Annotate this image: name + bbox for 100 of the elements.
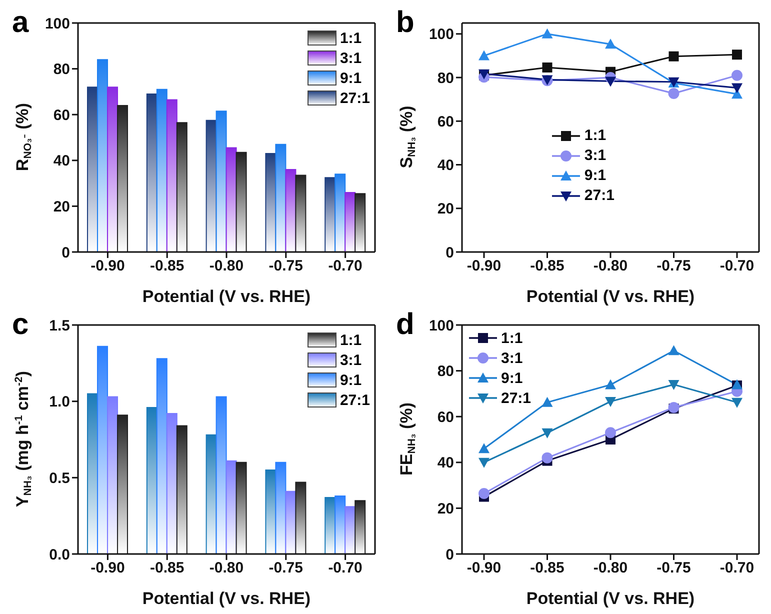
x-tick-label: -0.75 [656, 258, 691, 275]
point [542, 62, 552, 72]
legend-label: 3:1 [340, 352, 362, 368]
bar [146, 93, 158, 252]
y-tick-label: 80 [437, 70, 454, 87]
bar [87, 86, 98, 252]
legend-label: 27:1 [340, 392, 370, 408]
y-tick-label: 20 [437, 200, 454, 218]
legend-label: 3:1 [584, 147, 606, 164]
chart-title: a [12, 6, 29, 39]
bar [97, 346, 108, 554]
x-tick-label: -0.75 [268, 560, 303, 577]
point [542, 396, 553, 407]
legend-label: 27:1 [340, 90, 370, 106]
y-tick-label: 0 [446, 244, 454, 262]
bar [236, 152, 247, 252]
x-tick-label: -0.75 [656, 560, 691, 577]
bar [107, 396, 118, 554]
bar [226, 147, 237, 252]
legend-label: 9:1 [501, 370, 523, 386]
legend-label: 9:1 [340, 70, 362, 86]
legend-label: 27:1 [584, 187, 614, 204]
x-tick-label: -0.90 [466, 258, 502, 275]
bar [236, 462, 247, 554]
legend-label: 3:1 [340, 50, 362, 66]
y-tick-label: 0 [62, 244, 70, 262]
bar [265, 470, 276, 554]
bar [206, 120, 217, 252]
bar [107, 86, 118, 252]
bar [334, 495, 346, 554]
legend-label: 1:1 [340, 332, 362, 348]
x-tick-label: -0.80 [209, 258, 244, 275]
bar [344, 506, 356, 554]
bar [87, 393, 98, 554]
y-tick-label: 40 [437, 454, 454, 472]
y-tick-label: 60 [53, 106, 70, 124]
legend-label: 27:1 [501, 390, 532, 406]
bar [324, 177, 336, 252]
point [732, 70, 742, 81]
bar [176, 425, 188, 554]
x-tick-label: -0.85 [150, 258, 184, 275]
x-axis-title: Potential (V vs. RHE) [142, 589, 311, 608]
y-tick-label: 1.5 [49, 317, 70, 334]
legend-label: 1:1 [340, 30, 362, 46]
point [668, 88, 680, 99]
point [542, 452, 553, 464]
x-tick-label: -0.80 [209, 560, 244, 577]
x-tick-label: -0.70 [328, 560, 362, 577]
y-tick-label: 80 [53, 61, 70, 78]
y-tick-label: 0.0 [49, 546, 70, 564]
chart-title: c [12, 308, 29, 341]
point [732, 83, 742, 94]
bar [295, 174, 306, 252]
bar [206, 434, 217, 554]
x-tick-label: -0.70 [720, 560, 754, 577]
point [732, 398, 742, 408]
x-tick-label: -0.80 [593, 560, 628, 577]
point [478, 443, 490, 454]
y-tick-label: 40 [437, 157, 454, 174]
point [605, 427, 616, 438]
x-tick-label: -0.80 [593, 258, 628, 275]
x-tick-label: -0.75 [268, 258, 303, 275]
point [732, 50, 742, 60]
y-tick-label: 20 [53, 198, 70, 216]
bar [334, 174, 346, 252]
point [542, 28, 553, 38]
bar [354, 193, 366, 252]
bar [216, 396, 227, 554]
bar [285, 169, 296, 252]
legend-label: 3:1 [501, 350, 523, 366]
legend-label: 9:1 [340, 372, 362, 388]
x-axis-title: Potential (V vs. RHE) [526, 589, 695, 608]
bar [285, 490, 296, 554]
chart-title: b [396, 6, 414, 39]
bar [275, 144, 286, 252]
x-tick-label: -0.70 [720, 258, 754, 275]
x-tick-label: -0.90 [466, 560, 502, 577]
bar [156, 358, 168, 554]
y-tick-label: 1.0 [49, 394, 70, 411]
bar [226, 460, 237, 554]
bar [166, 99, 178, 252]
bar [216, 110, 227, 252]
point [605, 379, 616, 390]
bar [354, 500, 366, 554]
legend-label: 9:1 [584, 167, 606, 184]
point [668, 345, 680, 356]
point [605, 396, 616, 407]
point [478, 458, 490, 468]
x-axis-title: Potential (V vs. RHE) [526, 287, 695, 306]
point [668, 380, 680, 390]
point [542, 428, 553, 438]
legend-label: 1:1 [501, 330, 523, 346]
bar [324, 497, 336, 554]
bar [344, 192, 356, 252]
point [478, 50, 490, 60]
y-tick-label: 60 [437, 113, 454, 130]
bar [146, 406, 158, 554]
x-tick-label: -0.85 [530, 258, 564, 275]
y-tick-label: 20 [437, 500, 454, 518]
legend-label: 1:1 [584, 127, 606, 144]
